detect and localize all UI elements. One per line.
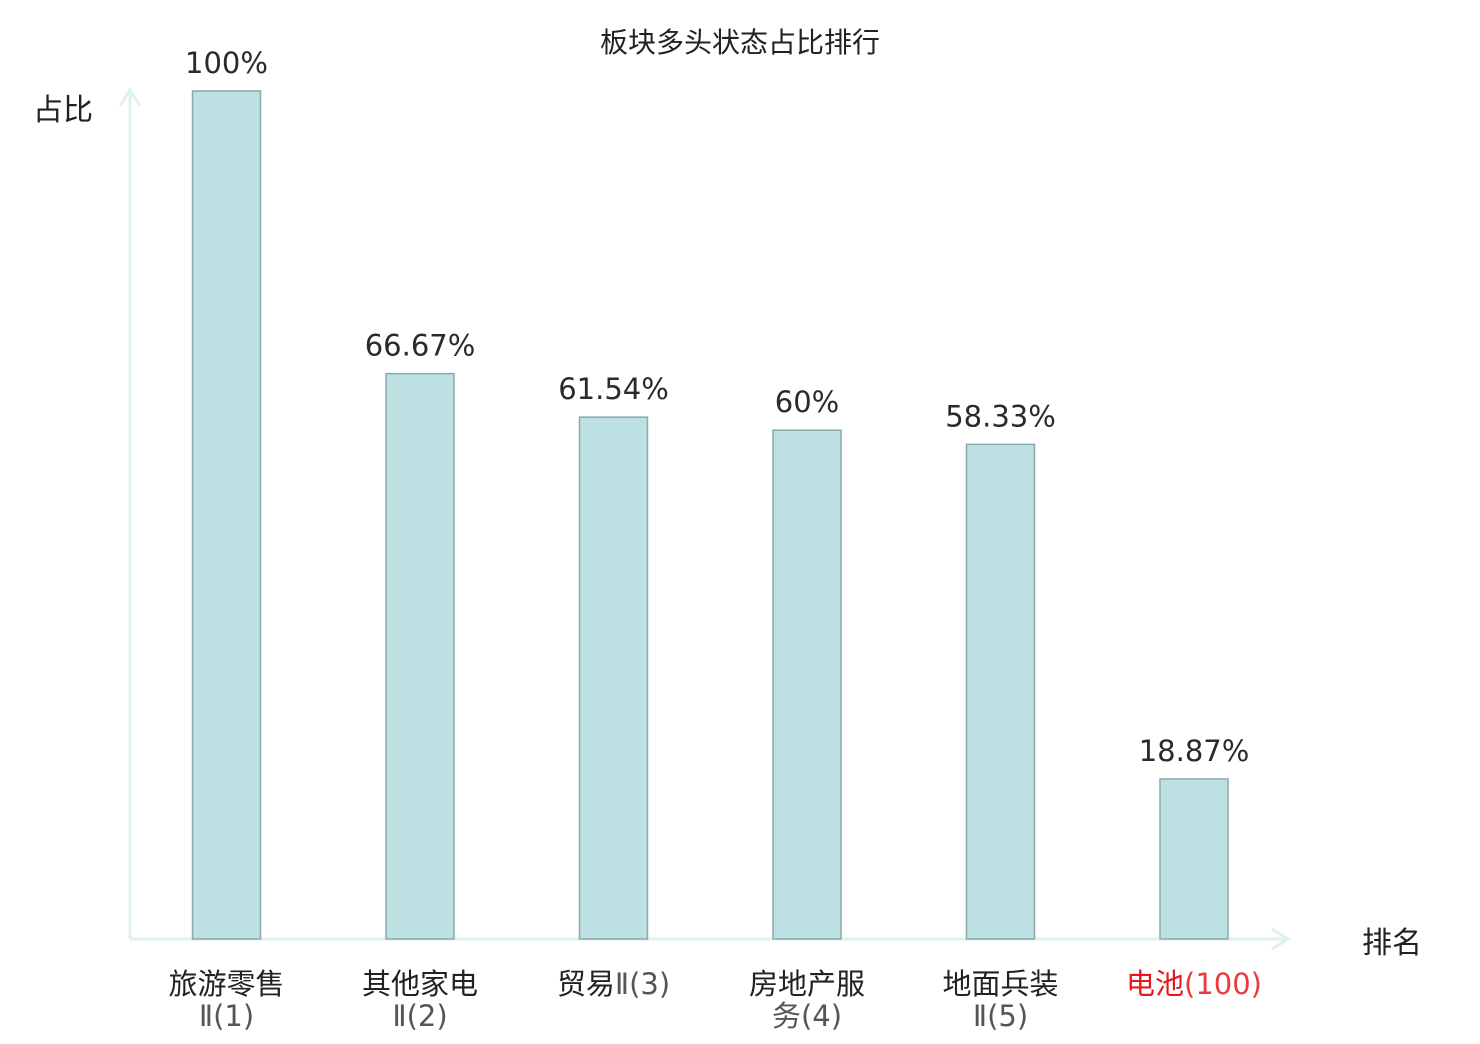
- x-tick-rank: Ⅱ(1): [199, 999, 254, 1033]
- x-tick-label: 房地产服: [749, 967, 865, 1001]
- axes: [118, 87, 1291, 951]
- value-labels-group: 100% 66.67% 61.54% 60% 58.33% 18.87%: [185, 46, 1249, 768]
- bar: [191, 90, 262, 940]
- bar-value-label: 100%: [185, 46, 268, 80]
- bar: [578, 416, 649, 940]
- x-axis-label: 排名: [1362, 926, 1422, 961]
- x-tick-label: 旅游零售: [168, 967, 284, 1001]
- bar-value-label: 60%: [775, 385, 839, 419]
- bar-value-label: 58.33%: [945, 399, 1056, 433]
- bar-value-label: 18.87%: [1139, 734, 1250, 768]
- x-tick-label: 贸易Ⅱ(3): [557, 967, 670, 1001]
- bar-value-label: 66.67%: [365, 329, 476, 363]
- bar-value-label: 61.54%: [558, 372, 669, 406]
- x-tick-label: 地面兵装: [942, 967, 1058, 1001]
- x-tick-rank: Ⅱ(2): [392, 999, 447, 1033]
- bar: [1159, 778, 1229, 940]
- bars-group: [191, 90, 1229, 940]
- chart-title: 板块多头状态占比排行: [600, 26, 880, 59]
- x-tick-rank: Ⅱ(5): [973, 999, 1028, 1033]
- y-axis-label: 占比: [33, 93, 93, 128]
- x-tick-label: 其他家电: [362, 967, 478, 1001]
- bar: [772, 429, 842, 940]
- x-axis-arrow: [1271, 927, 1291, 951]
- x-tick-rank: 务(4): [772, 999, 842, 1033]
- y-axis-arrow: [118, 87, 142, 107]
- bar: [965, 443, 1036, 940]
- bar: [385, 372, 455, 940]
- x-tick-label: 电池(100): [1126, 967, 1262, 1001]
